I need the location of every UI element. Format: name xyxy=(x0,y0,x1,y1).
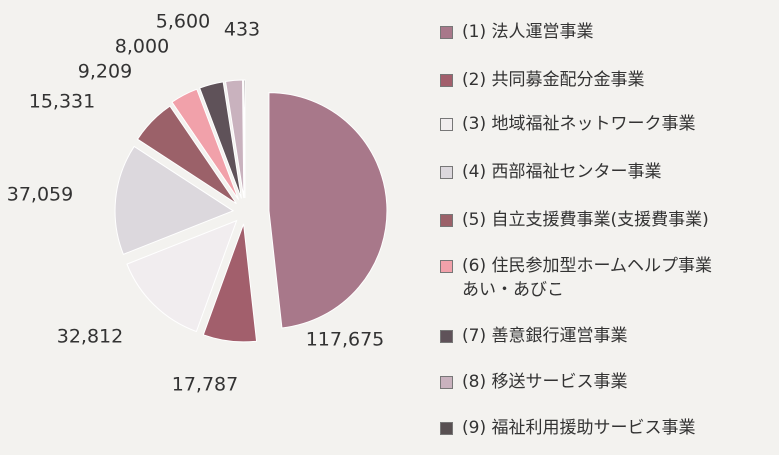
legend-swatch xyxy=(440,74,453,87)
pie-slice xyxy=(268,92,388,329)
legend-item: (2) 共同募金配分金事業 xyxy=(440,68,644,92)
legend-label: (1) 法人運営事業 xyxy=(462,22,594,42)
pie-slice xyxy=(202,223,258,343)
legend-label: (4) 西部福祉センター事業 xyxy=(462,162,662,182)
legend-label: (9) 福祉利用援助サービス事業 xyxy=(462,418,696,438)
legend-item: (3) 地域福祉ネットワーク事業 xyxy=(440,112,695,136)
legend-item: (5) 自立支援費事業(支援費事業) xyxy=(440,208,709,232)
data-label: 9,209 xyxy=(78,61,132,83)
legend-label: (2) 共同募金配分金事業 xyxy=(462,70,645,90)
data-label: 15,331 xyxy=(29,91,95,113)
pie-slice xyxy=(114,145,235,255)
data-label: 8,000 xyxy=(115,36,169,58)
legend-swatch xyxy=(440,214,453,227)
legend-swatch xyxy=(440,260,453,273)
data-label: 433 xyxy=(224,19,260,41)
data-label: 37,059 xyxy=(7,184,73,206)
legend-swatch xyxy=(440,330,453,343)
legend-swatch xyxy=(440,26,453,39)
data-label: 117,675 xyxy=(306,329,385,351)
legend-label: (3) 地域福祉ネットワーク事業 xyxy=(462,114,696,134)
legend-item: (1) 法人運営事業 xyxy=(440,20,593,44)
legend-item: (9) 福祉利用援助サービス事業 xyxy=(440,416,695,440)
pie-slice xyxy=(224,79,245,199)
data-label: 32,812 xyxy=(57,326,123,348)
legend-label: (7) 善意銀行運営事業 xyxy=(462,326,628,346)
legend-item: (6) 住民参加型ホームヘルプ事業 あい・あびこ xyxy=(440,254,712,302)
pie-slice xyxy=(199,81,242,199)
pie-slice xyxy=(243,79,246,199)
pie-slice xyxy=(136,105,237,205)
pie-slice xyxy=(126,219,238,333)
legend-swatch xyxy=(440,376,453,389)
legend-item: (7) 善意銀行運営事業 xyxy=(440,324,627,348)
legend-item: (8) 移送サービス事業 xyxy=(440,370,627,394)
pie-slice xyxy=(171,88,240,200)
legend-swatch xyxy=(440,118,453,131)
data-label: 5,600 xyxy=(156,11,210,33)
data-label: 17,787 xyxy=(172,374,238,396)
legend-swatch xyxy=(440,422,453,435)
legend-label: (6) 住民参加型ホームヘルプ事業 あい・あびこ xyxy=(462,256,712,300)
legend-swatch xyxy=(440,166,453,179)
legend-item: (4) 西部福祉センター事業 xyxy=(440,160,661,184)
legend-label: (5) 自立支援費事業(支援費事業) xyxy=(462,210,709,230)
legend-label: (8) 移送サービス事業 xyxy=(462,372,628,392)
